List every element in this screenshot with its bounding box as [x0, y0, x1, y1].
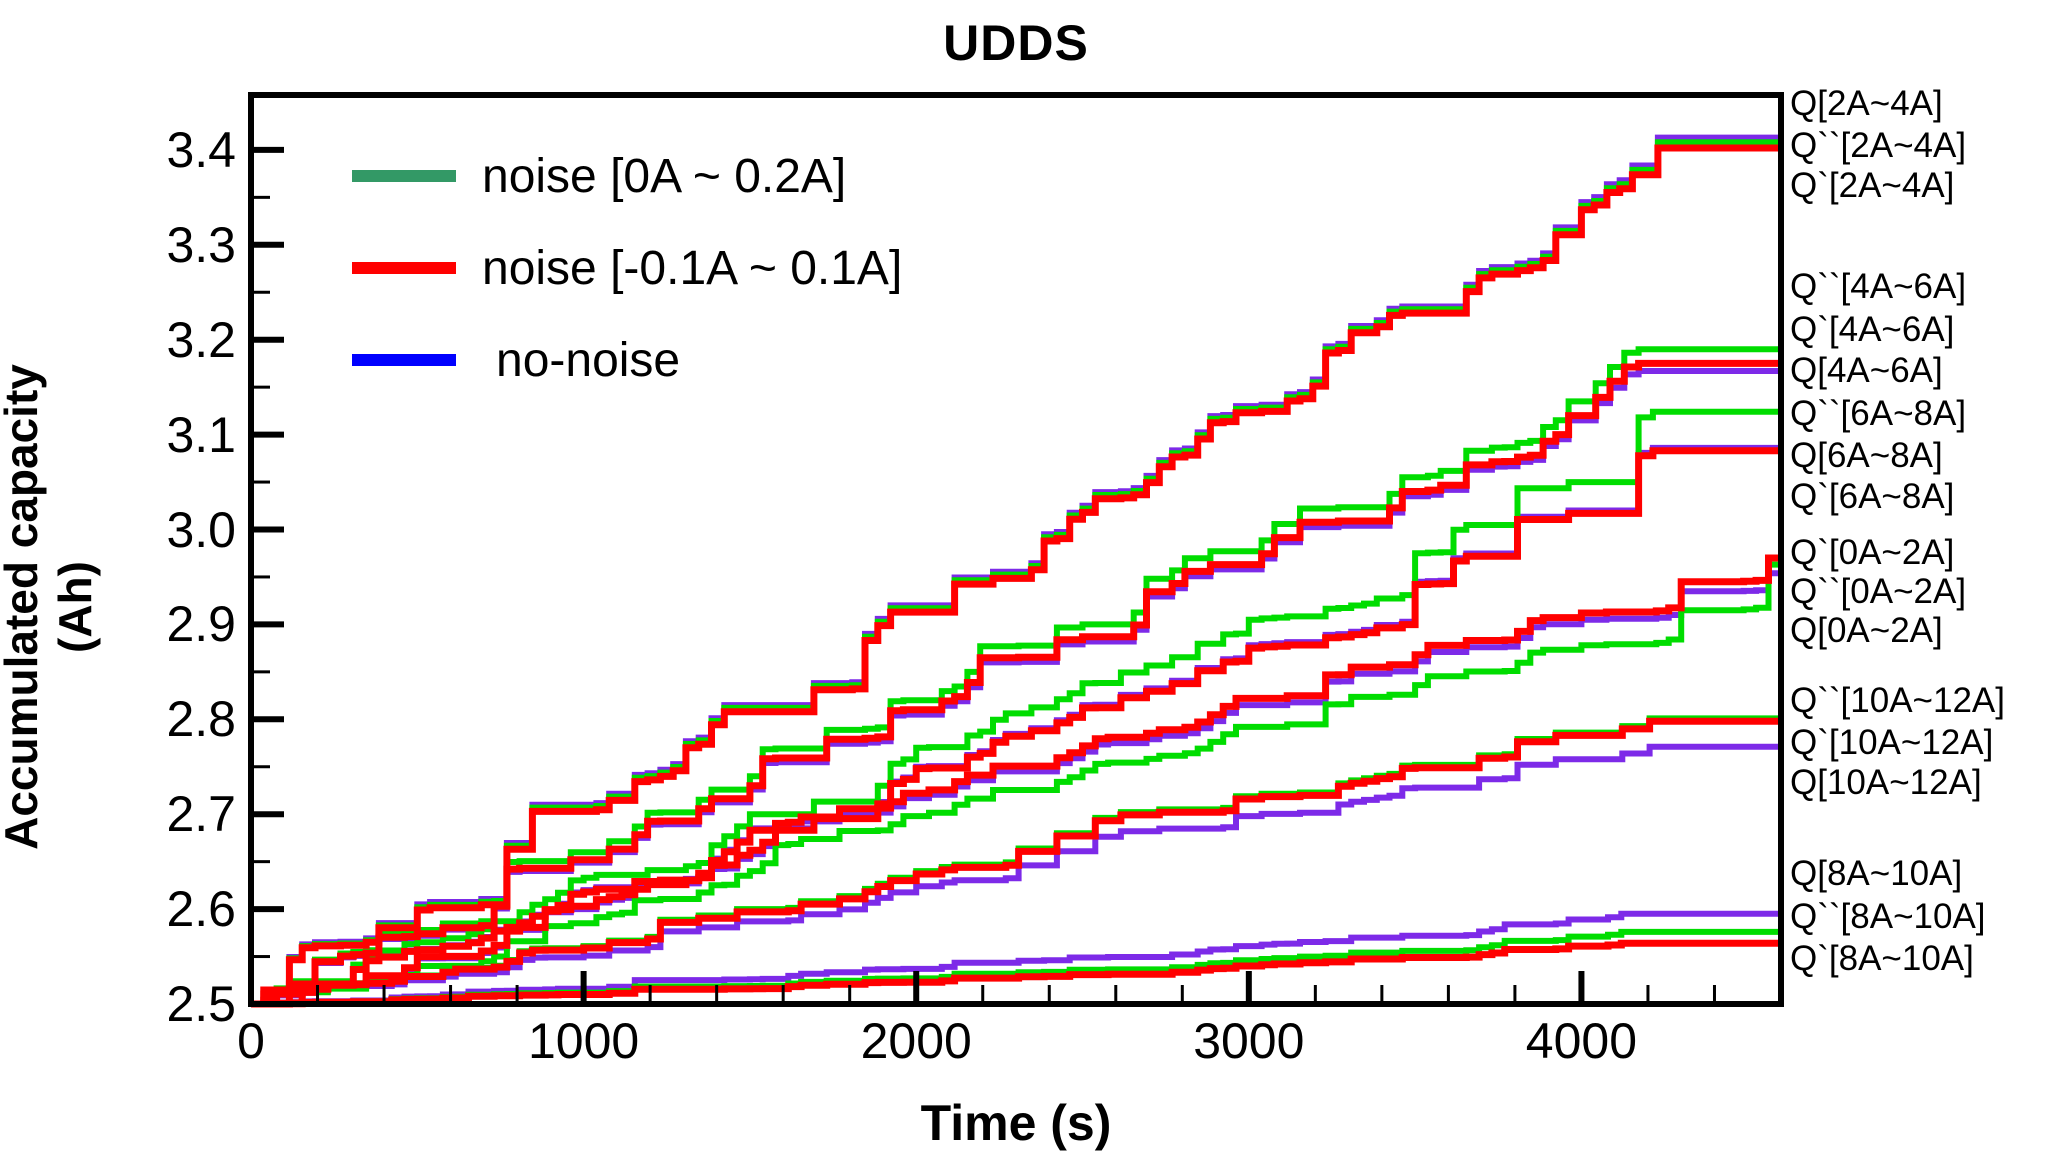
plot-frame [248, 92, 1784, 1007]
series-label: Q``[6A~8A] [1790, 394, 1967, 433]
series-line-q-2a-4a- [251, 144, 1781, 1008]
series-label: Q``[0A~2A] [1790, 572, 1967, 611]
series-label: Q`[0A~2A] [1790, 533, 1955, 572]
series-label: Q`[4A~6A] [1790, 310, 1955, 349]
series-line-q-6a-8a- [251, 408, 1781, 1007]
x-axis-label: Time (s) [920, 1095, 1112, 1151]
legend-item: no-noise [352, 314, 902, 406]
series-label: Q`[10A~12A] [1790, 723, 1994, 762]
y-tick-label: 2.7 [166, 786, 236, 843]
series-line-q-8a-10a- [251, 939, 1781, 1008]
x-tick-label: 2000 [860, 1013, 972, 1069]
series-label: Q[0A~2A] [1790, 611, 1943, 650]
legend-item: noise [-0.1A ~ 0.1A] [352, 222, 902, 314]
y-tick-label: 3.1 [166, 406, 236, 463]
y-tick-label: 3.2 [166, 311, 236, 368]
y-tick-label: 3.0 [166, 501, 236, 558]
series-label: Q`[6A~8A] [1790, 477, 1955, 516]
series-label: Q``[8A~10A] [1790, 897, 1986, 936]
legend: noise [0A ~ 0.2A] noise [-0.1A ~ 0.1A] no-… [352, 130, 902, 406]
x-tick-label: 4000 [1525, 1013, 1638, 1069]
chart-title: UDDS [943, 15, 1089, 71]
series-line-q-10a-12a- [251, 717, 1781, 1008]
y-tick-label: 2.6 [166, 881, 236, 938]
y-tick-label: 3.3 [166, 216, 236, 273]
legend-swatch [352, 170, 456, 182]
series-line-q-0a-2a- [251, 561, 1781, 1007]
legend-swatch [352, 354, 456, 366]
series-label: Q`[2A~4A] [1790, 166, 1955, 205]
series-label: Q``[10A~12A] [1790, 681, 2005, 720]
series-label: Q[10A~12A] [1790, 763, 1982, 802]
x-tick-label: 0 [237, 1013, 265, 1069]
legend-label: no-noise [496, 333, 681, 387]
legend-item: noise [0A ~ 0.2A] [352, 130, 902, 222]
series-label: Q[8A~10A] [1790, 854, 1963, 893]
series-label: Q``[2A~4A] [1790, 126, 1967, 165]
y-tick-label: 2.8 [166, 691, 236, 748]
x-tick-label: 1000 [527, 1013, 640, 1069]
legend-label: noise [0A ~ 0.2A] [482, 149, 847, 203]
y-tick-label: 3.4 [166, 121, 236, 178]
series-line-q-0a-2a- [251, 554, 1781, 1008]
series-label: Q`[8A~10A] [1790, 939, 1974, 978]
series-label: Q[2A~4A] [1790, 84, 1943, 123]
series-line-q-4a-6a- [251, 359, 1781, 1008]
y-tick-label: 2.9 [166, 596, 236, 653]
series-line-q-6a-8a- [251, 447, 1781, 1008]
series-line-q-10a-12a- [251, 743, 1781, 1007]
series-label: Q[6A~8A] [1790, 436, 1943, 475]
series-label: Q``[4A~6A] [1790, 267, 1967, 306]
y-tick-label: 2.5 [166, 976, 236, 1032]
legend-label: noise [-0.1A ~ 0.1A] [482, 241, 903, 295]
series-label: Q[4A~6A] [1790, 351, 1943, 390]
x-tick-label: 3000 [1193, 1013, 1305, 1069]
legend-swatch [352, 262, 456, 274]
